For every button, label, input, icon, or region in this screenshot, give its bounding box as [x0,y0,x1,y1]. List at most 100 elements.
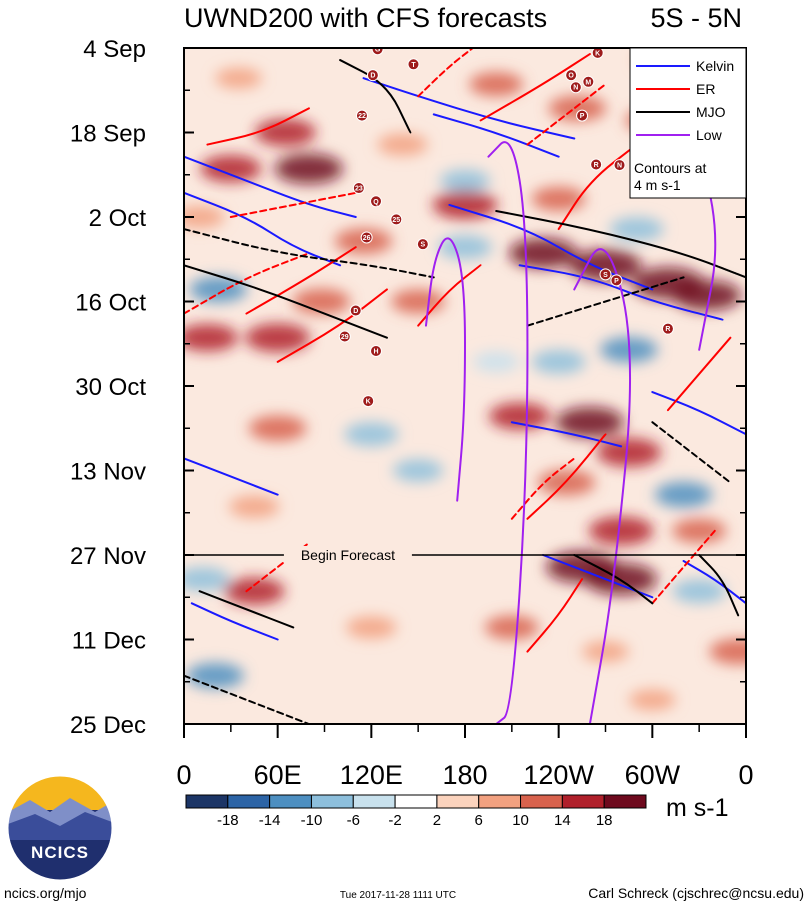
mjo-contour [573,554,654,605]
kelvin-contour [651,391,746,436]
storm-label: N [617,163,622,170]
storm-marker: O [565,69,578,82]
storm-marker: 29 [338,330,351,343]
storm-label: D [370,73,375,80]
storm-marker: M [582,75,595,88]
anomaly-patch [469,72,524,97]
storm-marker: K [591,48,604,59]
er-contour [479,53,591,122]
storm-label: 22 [358,113,366,120]
anomaly-patch [377,133,428,156]
anomaly-patch [200,155,262,183]
kelvin-contour [510,421,623,448]
storm-symbol [366,69,379,82]
anomaly-patch [555,407,625,438]
storm-label: S [603,272,608,279]
storm-marker: G [371,47,384,56]
anomaly-patch [582,641,629,662]
anomaly-patch [189,276,248,303]
colorbar-label: -14 [259,812,281,829]
footer-right: Carl Schreck (cjschrec@ncsu.edu) [588,885,804,901]
legend-label: Kelvin [696,58,734,74]
colorbar-swatch [561,794,605,809]
anomaly-patch [654,481,713,508]
mjo-contour [184,264,388,339]
anomaly-patch [344,422,399,447]
storm-marker: S [416,238,429,251]
storm-markers: GKTDOMN22PRN23OQ2526SSPDR29HK [338,47,690,408]
x-tick-label: 0 [176,760,191,790]
storm-symbol [371,48,384,56]
colorbar-label: 2 [433,812,441,829]
colorbar-swatch [520,794,563,809]
storm-marker: 23 [352,182,365,195]
storm-symbol [576,109,589,122]
low-contour [424,237,467,502]
colorbar-label: 14 [554,812,571,829]
storm-label: K [595,50,600,57]
colorbar-swatch [478,794,522,809]
legend-note-2: 4 m s-1 [634,177,681,193]
kelvin-contour [184,191,342,267]
y-tick-label: 16 Oct [75,290,146,317]
anomaly-patch [184,567,230,592]
er-contour [526,578,584,653]
storm-label: Q [373,199,379,206]
storm-marker: R [590,158,603,171]
anomaly-patch [569,249,642,282]
anomaly-patch [628,689,676,711]
storm-label: D [353,308,358,315]
colorbar-label: -2 [388,812,401,829]
anomaly-patch [215,67,263,89]
ncics-logo: NCICS [7,775,113,881]
storm-symbol [338,330,351,343]
er-contour [526,433,607,520]
low-contour [573,248,632,724]
kelvin-contour [184,155,357,218]
storm-label: G [375,47,381,54]
anomaly-patch [472,351,520,373]
kelvin-contour [432,113,560,158]
anomaly-patch [508,238,578,269]
storm-label: N [573,85,578,92]
y-tick-label: 30 Oct [75,374,146,401]
legend-entry-mjo: MJO [636,104,726,120]
colorbar-label: 6 [475,812,483,829]
mjo-contour [198,590,295,629]
er-contour [651,529,716,605]
legend-box [629,47,747,199]
storm-marker: N [613,159,626,172]
storm-symbol [355,109,368,122]
storm-marker: 25 [390,213,403,226]
storm-symbol [360,231,373,244]
y-axis: 4 Sep 18 Sep 2 Oct 16 Oct 30 Oct 13 Nov 27 Nov… [70,36,746,739]
storm-symbol [370,344,383,357]
anomaly-patch [432,190,498,220]
storm-symbol [569,81,582,94]
mjo-contour [651,421,732,484]
colorbar-label: -6 [347,812,360,829]
forecast-label-bg [283,546,412,563]
er-contour [245,541,310,593]
y-tick-label: 13 Nov [70,459,146,486]
storm-symbol [390,213,403,226]
colorbar-swatch [310,794,354,809]
er-contour [276,288,388,363]
storm-label: R [665,326,670,333]
colorbar-swatch [352,794,396,809]
anomaly-patch [184,205,225,229]
anomaly-patch [531,349,586,374]
storm-symbol [416,238,429,251]
colorbar-label: -10 [301,812,323,829]
colorbar-label: 10 [512,812,529,829]
anomaly-patch [709,638,746,665]
er-contour [666,336,732,412]
anomaly-patch [186,662,245,689]
low-contour [487,141,529,724]
anomaly-patch [245,323,311,353]
anomaly-patch [484,615,539,640]
mjo-contour [526,276,685,327]
storm-symbol [610,274,623,287]
colorbar-label: -18 [217,812,239,829]
storm-symbol [565,69,578,82]
